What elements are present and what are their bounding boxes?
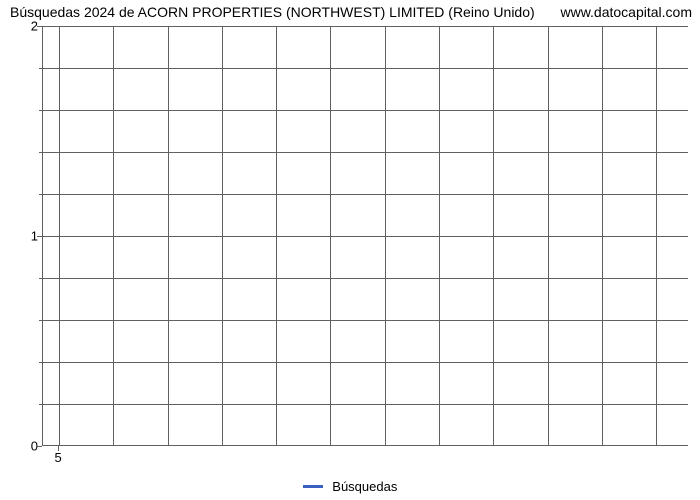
y-minor-tick	[39, 194, 42, 195]
chart-title: Búsquedas 2024 de ACORN PROPERTIES (NORT…	[10, 4, 535, 20]
y-tick-label: 1	[8, 229, 38, 244]
y-minor-tick	[39, 68, 42, 69]
y-minor-tick	[39, 404, 42, 405]
y-minor-tick	[39, 320, 42, 321]
y-minor-tick	[39, 362, 42, 363]
grid-line-h	[43, 194, 688, 195]
x-tick-mark	[58, 446, 59, 451]
grid-line-h	[43, 26, 688, 27]
y-minor-tick	[39, 110, 42, 111]
grid-line-h	[43, 236, 688, 237]
grid-line-h	[43, 68, 688, 69]
y-minor-tick	[39, 152, 42, 153]
y-tick-label: 0	[8, 439, 38, 454]
chart-source: www.datocapital.com	[560, 4, 692, 20]
grid-line-h	[43, 320, 688, 321]
y-tick-mark	[37, 236, 42, 237]
y-minor-tick	[39, 278, 42, 279]
grid-line-h	[43, 278, 688, 279]
legend: Búsquedas	[0, 478, 700, 494]
y-tick-label: 2	[8, 19, 38, 34]
chart-container: Búsquedas 2024 de ACORN PROPERTIES (NORT…	[0, 0, 700, 500]
grid-line-h	[43, 362, 688, 363]
x-tick-label: 5	[55, 450, 62, 465]
grid-line-h	[43, 404, 688, 405]
y-tick-mark	[37, 26, 42, 27]
legend-label: Búsquedas	[332, 479, 397, 494]
grid-line-h	[43, 152, 688, 153]
plot-area	[42, 26, 688, 446]
grid-line-h	[43, 110, 688, 111]
y-tick-mark	[37, 446, 42, 447]
legend-swatch	[303, 485, 323, 488]
